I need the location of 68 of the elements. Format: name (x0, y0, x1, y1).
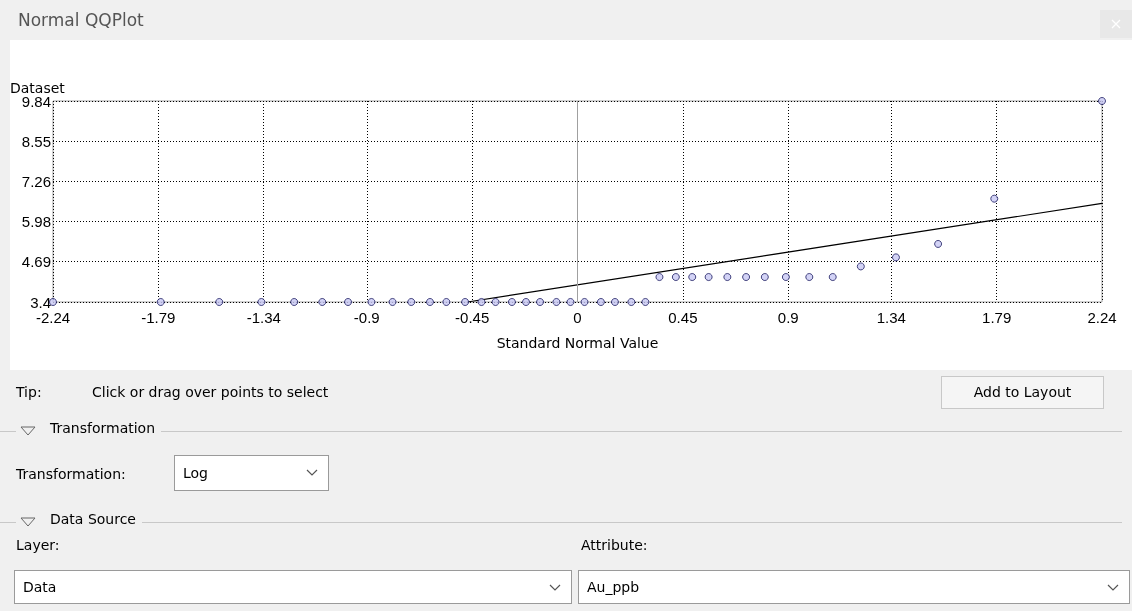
point (610, 298, 619, 306)
point (828, 273, 837, 282)
x-tick-label: -2.24 (35, 309, 71, 326)
y-tick-label: 8.55 (21, 132, 51, 150)
point (388, 298, 397, 306)
point (1098, 97, 1106, 105)
point (723, 273, 732, 282)
text: Data Source (16, 511, 142, 527)
text: Attribute: (581, 537, 648, 553)
y-tick-label: 4.69 (21, 253, 51, 271)
point (442, 298, 451, 306)
point (671, 273, 680, 282)
point (215, 298, 224, 306)
text: Log (174, 455, 329, 491)
point (805, 273, 814, 282)
point (507, 298, 516, 306)
point (367, 298, 376, 306)
x-tick-label: -1.34 (246, 309, 281, 326)
point (425, 298, 434, 306)
point (655, 273, 664, 282)
point (461, 298, 470, 306)
point (596, 298, 605, 306)
point (760, 273, 769, 282)
point (156, 298, 165, 306)
point (491, 298, 500, 306)
point (318, 298, 327, 306)
x-tick-label: 0.45 (668, 309, 698, 326)
text: Au_ppb (578, 570, 1130, 604)
text: Transformation: (16, 466, 126, 482)
x-tick-label: 1.79 (982, 309, 1012, 326)
text: Click or drag over points to select (92, 384, 329, 400)
x-tick-label: 2.24 (1087, 309, 1117, 326)
point (344, 298, 353, 306)
y-tick-label: 5.98 (21, 212, 51, 230)
point (536, 298, 545, 306)
x-tick-label: 0 (573, 309, 582, 326)
x-axis-title: Standard Normal Value (496, 335, 659, 351)
x-tick-label: -0.9 (353, 309, 380, 326)
x-tick-label: 1.34 (876, 309, 906, 326)
text: Layer: (16, 537, 60, 553)
point (891, 253, 900, 262)
y-tick-label: 3.4 (30, 293, 51, 311)
text: Add to Layout (941, 376, 1104, 409)
x-tick-label: -1.79 (141, 309, 176, 326)
text: Transformation (16, 420, 162, 436)
point (781, 273, 790, 282)
point (856, 262, 865, 271)
point (580, 298, 589, 306)
point (742, 273, 751, 282)
point (477, 298, 486, 306)
point (407, 298, 416, 306)
point (290, 298, 299, 306)
x-tick-label: 0.9 (777, 309, 799, 326)
point (566, 298, 575, 306)
y-tick-label: 7.26 (21, 173, 51, 191)
point (704, 273, 713, 282)
text: Tip: (16, 384, 42, 400)
text: Data (14, 570, 572, 604)
point (521, 298, 530, 306)
point (641, 298, 650, 306)
point (688, 273, 697, 282)
point (257, 298, 266, 306)
chart-title: Normal QQPlot (18, 10, 144, 30)
point (990, 194, 999, 203)
x-tick-label: -0.45 (455, 309, 490, 326)
point (627, 298, 636, 306)
point (552, 298, 561, 306)
point (934, 239, 943, 248)
